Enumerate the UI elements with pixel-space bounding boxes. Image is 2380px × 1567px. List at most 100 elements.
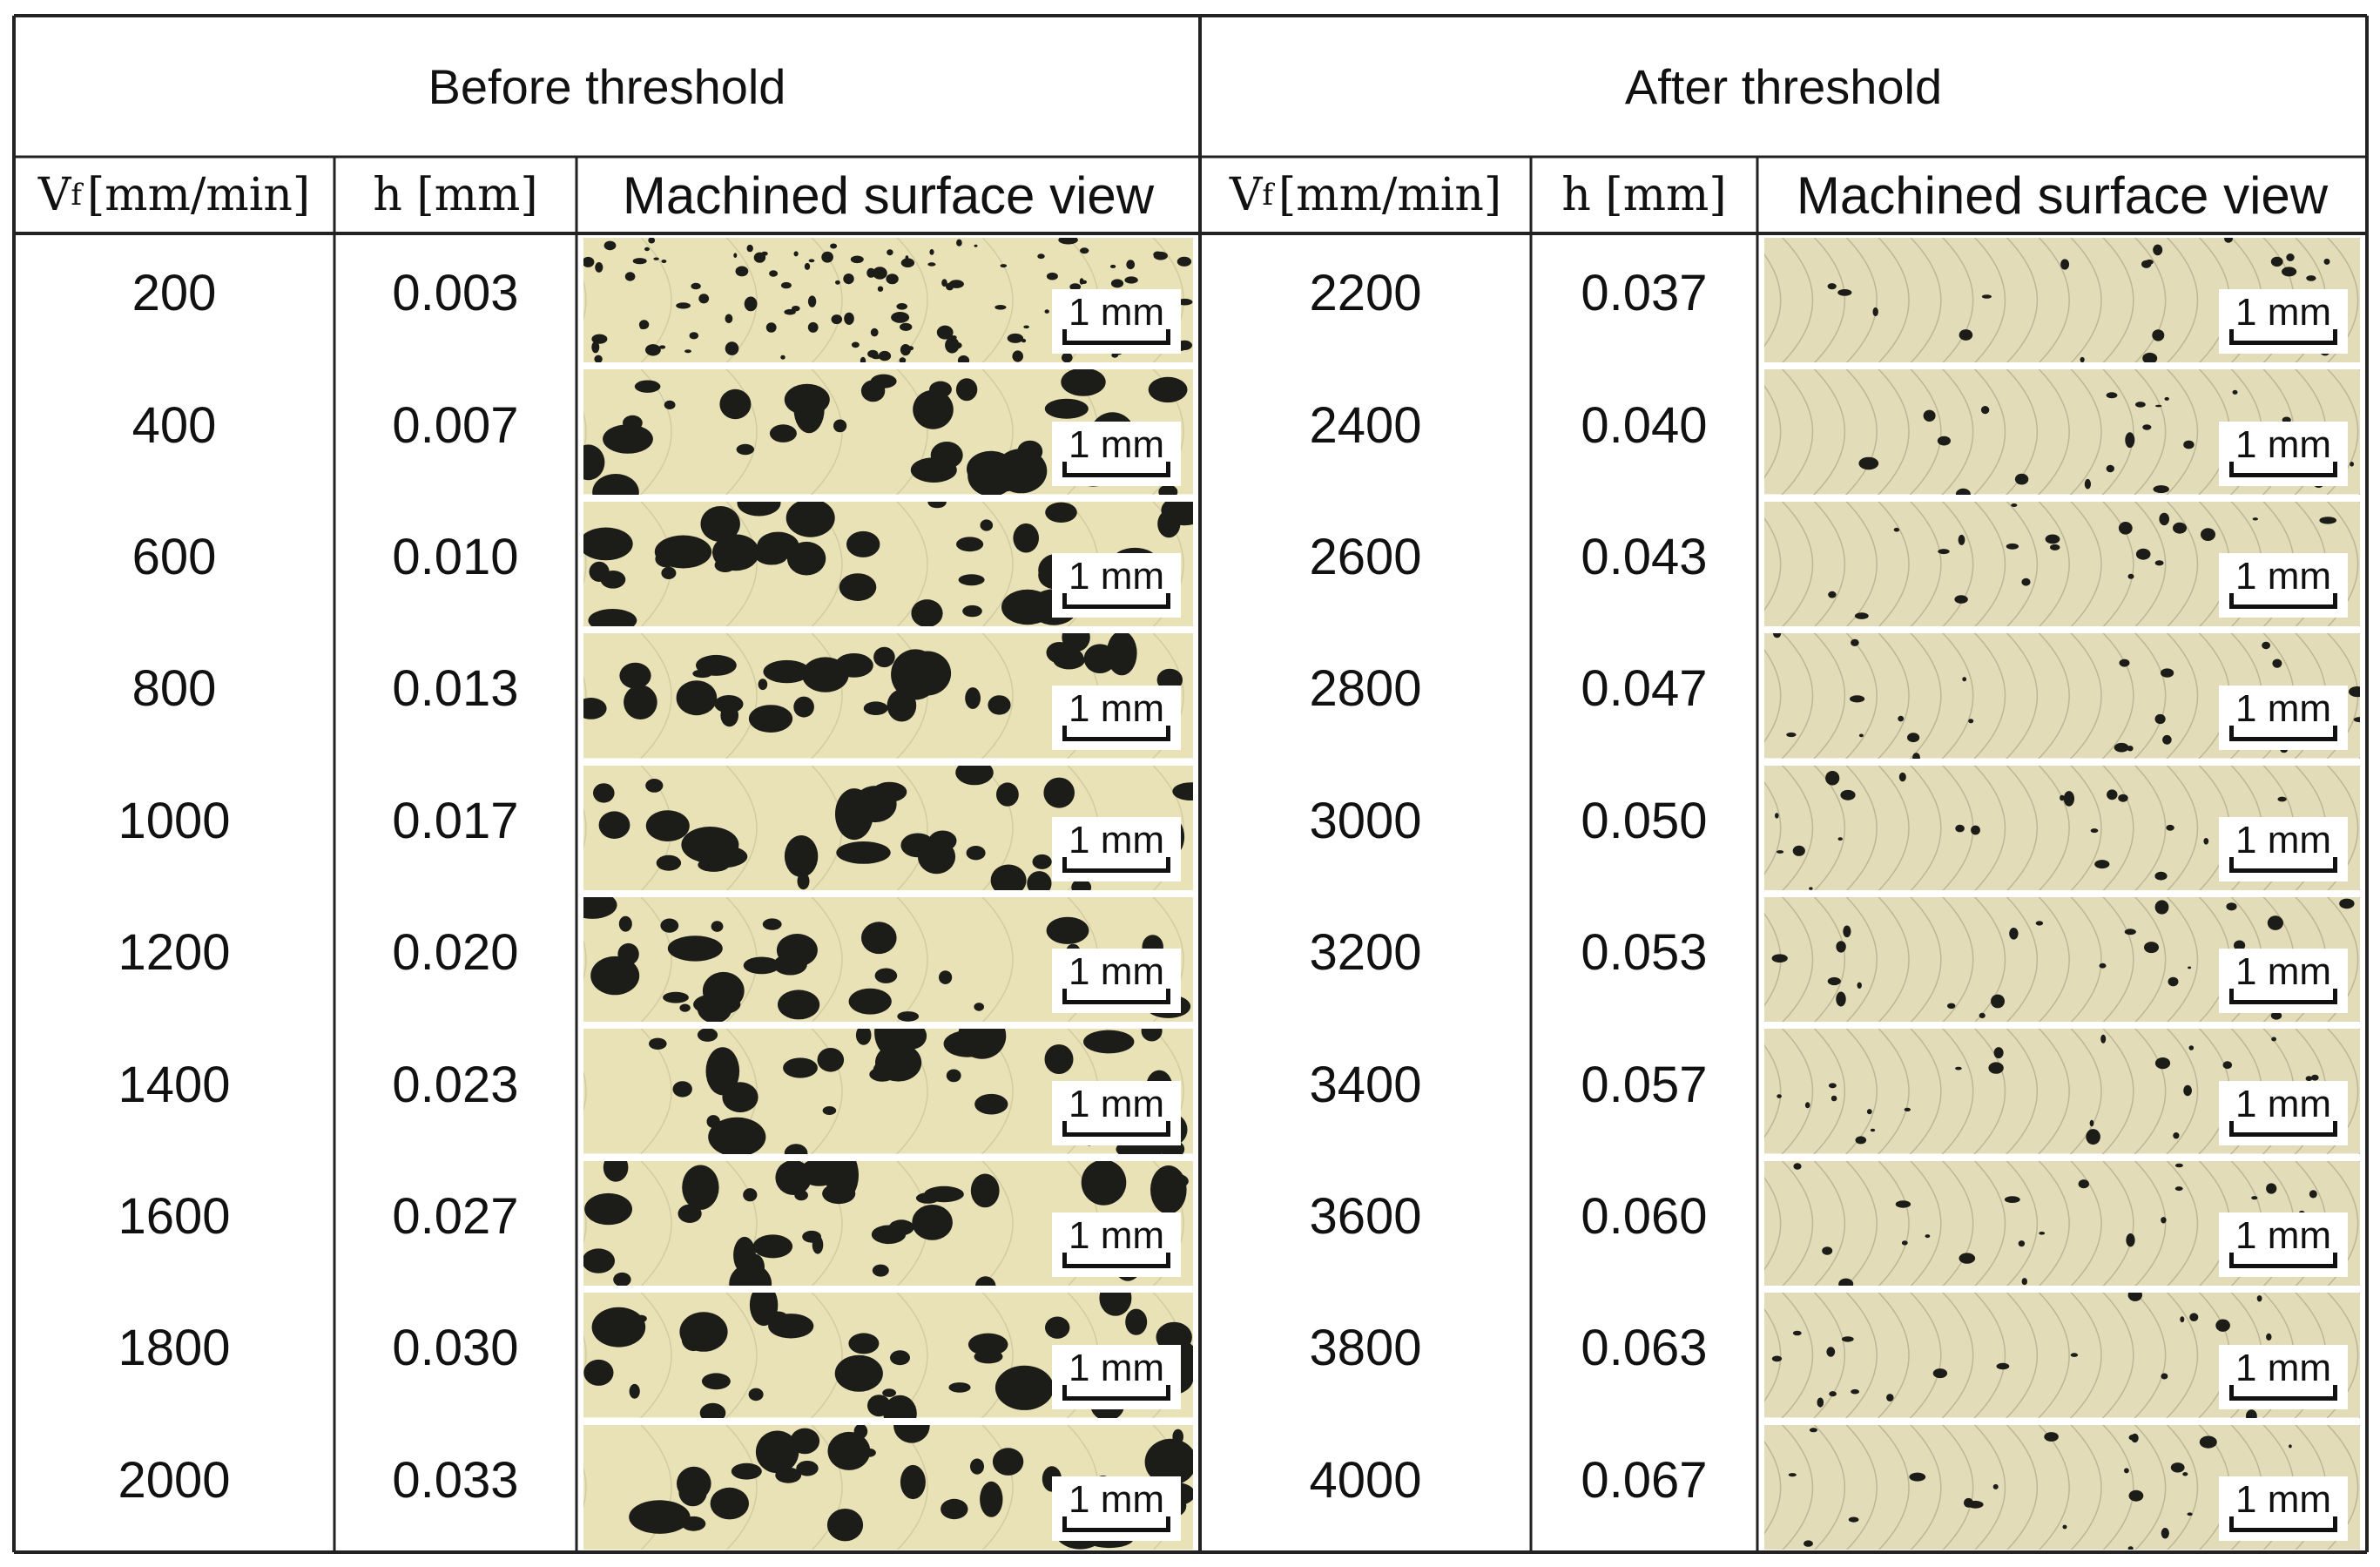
- scale-bar: 1 mm: [1052, 289, 1181, 355]
- scale-bar-tick: [2229, 856, 2234, 873]
- scale-bar: 1 mm: [2219, 289, 2348, 355]
- feed-rate-symbol: V: [1229, 169, 1263, 221]
- scale-bar-tick: [1062, 989, 1067, 1005]
- feed-rate-value: 4000: [1309, 1451, 1422, 1509]
- chip-thickness-value: 0.017: [392, 792, 519, 849]
- feed-rate-value: 3600: [1309, 1187, 1422, 1245]
- scale-bar-tick: [2229, 1384, 2234, 1401]
- scale-bar-tick: [2333, 461, 2337, 477]
- chip-thickness-value: 0.023: [392, 1056, 519, 1113]
- scale-bar-label: 1 mm: [1069, 818, 1164, 861]
- scale-bar-label: 1 mm: [1069, 1214, 1164, 1258]
- scale-bar-line: [2229, 1395, 2337, 1401]
- scale-bar: 1 mm: [2219, 1080, 2348, 1145]
- scale-bar-line: [1062, 1395, 1170, 1401]
- scale-bar-tick: [1062, 856, 1067, 873]
- group-title: After threshold: [1624, 58, 1943, 114]
- group-title: Before threshold: [428, 58, 786, 114]
- machined-surface-image: 1 mm: [583, 765, 1193, 890]
- scale-bar-tick: [2229, 725, 2234, 741]
- chip-thickness-value: 0.057: [1581, 1056, 1708, 1113]
- scale-bar-label: 1 mm: [2235, 818, 2331, 861]
- chip-thickness-value: 0.033: [392, 1451, 519, 1509]
- scale-bar-label: 1 mm: [1069, 1346, 1164, 1389]
- scale-bar-tick: [2333, 1253, 2337, 1269]
- scale-bar: 1 mm: [1052, 1476, 1181, 1541]
- machined-surface-image: 1 mm: [583, 238, 1193, 363]
- scale-bar-line: [1062, 1131, 1170, 1137]
- chip-thickness-value: 0.027: [392, 1187, 519, 1245]
- feed-rate-value: 2200: [1309, 265, 1422, 322]
- scale-bar-tick: [2229, 461, 2234, 477]
- chip-thickness-value: 0.040: [1581, 396, 1708, 454]
- machined-surface-image: 1 mm: [1764, 369, 2360, 495]
- surface-texture: [1764, 1293, 2360, 1418]
- scale-bar-line: [1062, 1000, 1170, 1005]
- scale-bar-line: [1062, 472, 1170, 477]
- scale-bar-line: [2229, 736, 2337, 741]
- scale-bar-tick: [1166, 1384, 1170, 1401]
- chip-thickness-value: 0.013: [392, 660, 519, 718]
- chip-thickness-value: 0.047: [1581, 660, 1708, 718]
- scale-bar-line: [1062, 1527, 1170, 1532]
- scale-bar: 1 mm: [1052, 553, 1181, 618]
- feed-rate-unit: [mm/min]: [87, 169, 311, 221]
- scale-bar-tick: [1062, 725, 1067, 741]
- scale-bar-tick: [1062, 1384, 1067, 1401]
- machined-surface-image: 1 mm: [583, 1293, 1193, 1418]
- scale-bar-tick: [1166, 1253, 1170, 1269]
- scale-bar-tick: [2229, 329, 2234, 346]
- scale-bar: 1 mm: [1052, 816, 1181, 881]
- machined-surface-image: 1 mm: [1764, 897, 2360, 1023]
- machined-surface-image: 1 mm: [1764, 1160, 2360, 1287]
- surface-texture: [583, 369, 1193, 495]
- scale-bar-label: 1 mm: [1069, 686, 1164, 730]
- scale-bar-line: [2229, 1264, 2337, 1269]
- scale-bar: 1 mm: [2219, 1212, 2348, 1278]
- scale-bar-label: 1 mm: [2235, 422, 2331, 466]
- chip-thickness-value: 0.060: [1581, 1187, 1708, 1245]
- scale-bar-label: 1 mm: [2235, 1346, 2331, 1389]
- scale-bar: 1 mm: [2219, 816, 2348, 881]
- scale-bar-tick: [2229, 1120, 2234, 1137]
- machined-surface-image: 1 mm: [1764, 501, 2360, 627]
- feed-rate-symbol: V: [37, 169, 71, 221]
- scale-bar: 1 mm: [1052, 949, 1181, 1014]
- scale-bar: 1 mm: [1052, 421, 1181, 486]
- machined-surface-image: 1 mm: [583, 633, 1193, 759]
- machined-surface-image: 1 mm: [583, 1160, 1193, 1287]
- scale-bar-tick: [2333, 1516, 2337, 1532]
- scale-bar-label: 1 mm: [2235, 1477, 2331, 1521]
- machined-surface-image: 1 mm: [1764, 633, 2360, 759]
- chip-thickness-value: 0.007: [392, 396, 519, 454]
- scale-bar-line: [1062, 341, 1170, 346]
- scale-bar-line: [2229, 1000, 2337, 1005]
- scale-bar-line: [1062, 605, 1170, 610]
- scale-bar-line: [1062, 1264, 1170, 1269]
- scale-bar-label: 1 mm: [2235, 1214, 2331, 1258]
- column-header-surface-view: Machined surface view: [622, 165, 1155, 225]
- scale-bar: 1 mm: [2219, 421, 2348, 486]
- feed-rate-value: 3800: [1309, 1320, 1422, 1377]
- chip-thickness-value: 0.053: [1581, 924, 1708, 982]
- feed-rate-value: 3200: [1309, 924, 1422, 982]
- column-header-surface-view: Machined surface view: [1796, 165, 2329, 225]
- scale-bar-tick: [2333, 593, 2337, 610]
- scale-bar-line: [2229, 472, 2337, 477]
- scale-bar-line: [2229, 868, 2337, 873]
- feed-rate-unit: [mm/min]: [1278, 169, 1502, 221]
- scale-bar-tick: [2333, 725, 2337, 741]
- scale-bar-line: [2229, 605, 2337, 610]
- scale-bar-tick: [2229, 1253, 2234, 1269]
- feed-rate-subscript: f: [1262, 178, 1273, 213]
- scale-bar-tick: [1166, 989, 1170, 1005]
- scale-bar-tick: [1166, 329, 1170, 346]
- scale-bar-line: [1062, 736, 1170, 741]
- scale-bar-tick: [1062, 1253, 1067, 1269]
- column-header-chip-thickness: h [mm]: [373, 169, 538, 221]
- scale-bar-tick: [1062, 593, 1067, 610]
